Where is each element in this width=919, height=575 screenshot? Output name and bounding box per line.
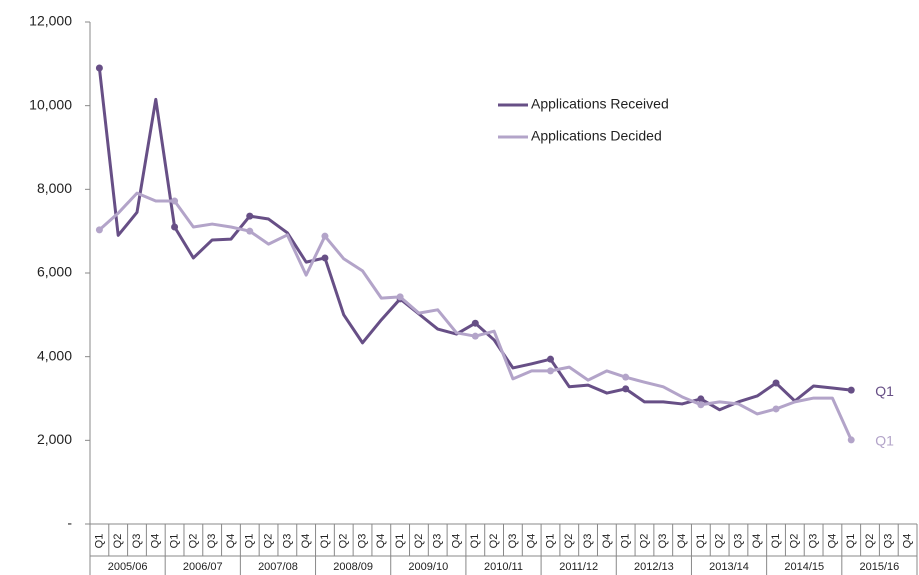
x-tick-label: Q2 xyxy=(488,534,500,549)
legend-label: Applications Received xyxy=(531,96,669,112)
x-tick-label: Q1 xyxy=(93,534,105,549)
x-tick-label: Q3 xyxy=(356,534,368,549)
point-marker xyxy=(847,386,855,394)
legend-label: Applications Decided xyxy=(531,128,662,144)
point-marker xyxy=(246,212,254,220)
x-tick-label: Q1 xyxy=(695,534,707,549)
x-tick-label: Q3 xyxy=(206,534,218,549)
point-marker xyxy=(697,395,705,403)
x-tick-label: Q1 xyxy=(319,534,331,549)
group-label: 2013/14 xyxy=(709,561,749,573)
x-tick-label: Q4 xyxy=(601,534,613,549)
point-marker xyxy=(697,401,705,409)
group-label: 2007/08 xyxy=(258,561,298,573)
group-label: 2011/12 xyxy=(559,561,598,573)
group-label: 2015/16 xyxy=(860,561,900,573)
point-marker xyxy=(622,373,630,381)
x-tick-label: Q3 xyxy=(732,534,744,549)
x-tick-label: Q1 xyxy=(244,534,256,549)
group-label: 2012/13 xyxy=(634,561,674,573)
point-marker xyxy=(321,254,329,262)
x-tick-label: Q4 xyxy=(450,534,462,549)
x-tick-label: Q2 xyxy=(413,534,425,549)
point-marker xyxy=(622,385,630,393)
x-tick-label: Q3 xyxy=(657,534,669,549)
x-tick-label: Q2 xyxy=(714,534,726,549)
point-marker xyxy=(471,319,479,327)
x-tick-label: Q4 xyxy=(526,534,538,549)
x-tick-label: Q1 xyxy=(770,534,782,549)
x-tick-label: Q2 xyxy=(638,534,650,549)
x-tick-label: Q1 xyxy=(394,534,406,549)
y-tick-label: 10,000 xyxy=(29,96,72,112)
x-tick-label: Q1 xyxy=(544,534,556,549)
x-tick-label: Q1 xyxy=(469,534,481,549)
point-marker xyxy=(396,293,404,301)
point-marker xyxy=(546,355,554,363)
x-tick-label: Q1 xyxy=(845,534,857,549)
y-tick-label: 2,000 xyxy=(37,431,72,447)
x-tick-label: Q3 xyxy=(883,534,895,549)
x-tick-label: Q4 xyxy=(225,534,237,549)
end-label: Q1 xyxy=(875,383,894,399)
end-label: Q1 xyxy=(875,433,894,449)
x-tick-label: Q4 xyxy=(300,534,312,549)
y-tick-label: 4,000 xyxy=(37,347,72,363)
group-label: 2010/11 xyxy=(484,561,523,573)
x-tick-label: Q2 xyxy=(187,534,199,549)
x-tick-label: Q2 xyxy=(563,534,575,549)
x-tick-label: Q4 xyxy=(375,534,387,549)
x-tick-label: Q2 xyxy=(338,534,350,549)
x-tick-label: Q3 xyxy=(582,534,594,549)
x-tick-label: Q2 xyxy=(864,534,876,549)
x-tick-label: Q3 xyxy=(131,534,143,549)
point-marker xyxy=(95,226,103,234)
point-marker xyxy=(772,379,780,387)
series-line xyxy=(98,191,853,441)
y-tick-label: - xyxy=(67,515,72,531)
x-tick-label: Q4 xyxy=(902,534,914,549)
point-marker xyxy=(772,405,780,413)
x-tick-label: Q4 xyxy=(676,534,688,549)
x-tick-label: Q3 xyxy=(281,534,293,549)
x-tick-label: Q4 xyxy=(150,534,162,549)
point-marker xyxy=(95,64,103,72)
point-marker xyxy=(171,223,179,231)
point-marker xyxy=(471,332,479,340)
x-tick-label: Q4 xyxy=(826,534,838,549)
x-tick-label: Q2 xyxy=(262,534,274,549)
x-tick-label: Q1 xyxy=(620,534,632,549)
group-label: 2009/10 xyxy=(408,561,448,573)
point-marker xyxy=(246,227,254,235)
y-tick-label: 8,000 xyxy=(37,180,72,196)
y-tick-label: 12,000 xyxy=(29,13,72,29)
x-tick-label: Q3 xyxy=(808,534,820,549)
x-tick-label: Q2 xyxy=(789,534,801,549)
x-tick-label: Q4 xyxy=(751,534,763,549)
group-label: 2005/06 xyxy=(108,561,148,573)
point-marker xyxy=(171,197,179,205)
x-tick-label: Q3 xyxy=(432,534,444,549)
point-marker xyxy=(546,367,554,375)
x-tick-label: Q2 xyxy=(112,534,124,549)
point-marker xyxy=(321,232,329,240)
group-label: 2008/09 xyxy=(333,561,373,573)
y-tick-label: 6,000 xyxy=(37,264,72,280)
group-label: 2006/07 xyxy=(183,561,223,573)
group-label: 2014/15 xyxy=(784,561,824,573)
x-tick-label: Q3 xyxy=(507,534,519,549)
x-tick-label: Q1 xyxy=(168,534,180,549)
point-marker xyxy=(847,436,855,444)
series-line xyxy=(97,67,852,412)
